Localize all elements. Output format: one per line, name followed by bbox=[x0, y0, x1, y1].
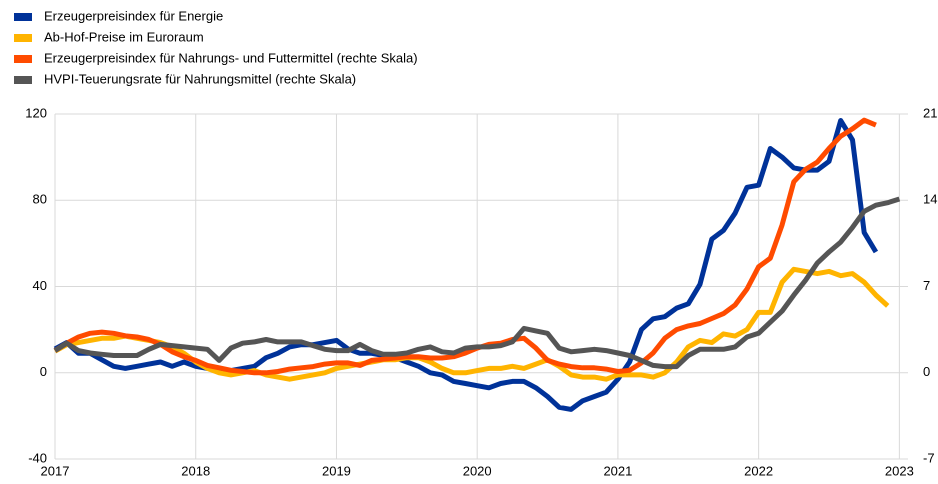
legend-label: Erzeugerpreisindex für Energie bbox=[44, 8, 223, 23]
y-tick-label: 40 bbox=[33, 278, 47, 293]
legend-swatch bbox=[14, 76, 32, 84]
legend-swatch bbox=[14, 55, 32, 63]
y2-tick-label: -7 bbox=[923, 450, 935, 465]
x-tick-label: 2023 bbox=[885, 463, 914, 478]
y-tick-label: 0 bbox=[40, 364, 47, 379]
y2-tick-label: 7 bbox=[923, 278, 930, 293]
x-tick-label: 2020 bbox=[463, 463, 492, 478]
x-tick-label: 2022 bbox=[744, 463, 773, 478]
y-tick-label: -40 bbox=[28, 450, 47, 465]
y-tick-label: 120 bbox=[25, 105, 47, 120]
x-tick-label: 2017 bbox=[41, 463, 70, 478]
y2-tick-label: 14 bbox=[923, 192, 937, 207]
series-line bbox=[53, 117, 877, 376]
x-tick-label: 2021 bbox=[603, 463, 632, 478]
legend-label: Ab-Hof-Preise im Euroraum bbox=[44, 29, 204, 44]
series-line bbox=[53, 118, 879, 412]
legend-label: HVPI-Teuerungsrate für Nahrungsmittel (r… bbox=[44, 71, 356, 86]
y2-tick-label: 21 bbox=[923, 105, 937, 120]
x-tick-label: 2018 bbox=[181, 463, 210, 478]
y-tick-label: 80 bbox=[33, 192, 47, 207]
legend-swatch bbox=[14, 13, 32, 21]
y2-tick-label: 0 bbox=[923, 364, 930, 379]
x-tick-label: 2019 bbox=[322, 463, 351, 478]
legend-label: Erzeugerpreisindex für Nahrungs- und Fut… bbox=[44, 50, 418, 65]
legend-swatch bbox=[14, 34, 32, 42]
series-line bbox=[53, 196, 901, 370]
